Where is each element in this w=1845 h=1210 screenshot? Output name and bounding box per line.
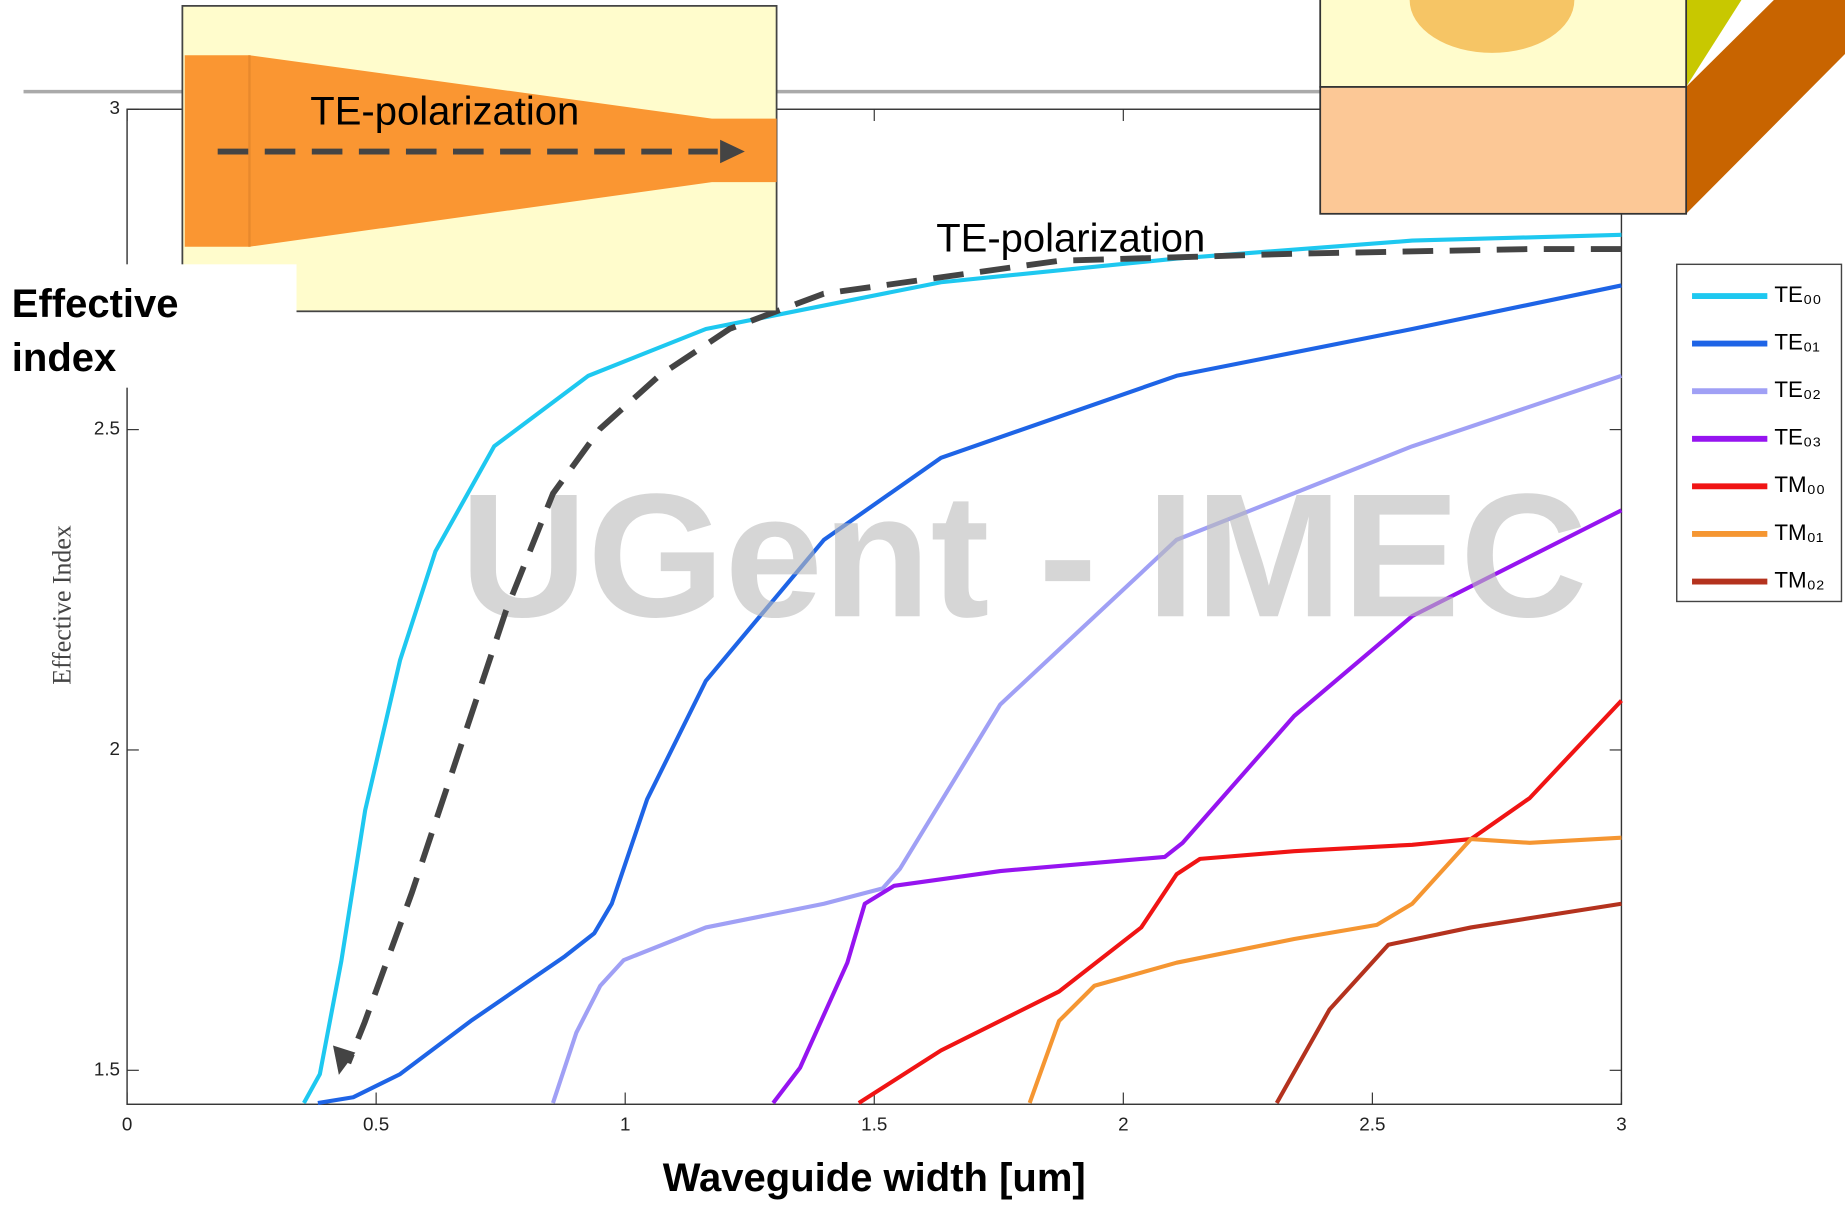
legend-label: TM₀₁ [1774,520,1823,545]
x-tick-label: 0 [122,1113,132,1134]
y-tick-label: 2.5 [94,418,120,439]
legend-label: TM₀₀ [1774,472,1825,497]
dashed-arrow [345,246,1622,1065]
x-tick-label: 3 [1616,1113,1626,1134]
annotation: TE-polarization [310,90,579,134]
legend-label: TE₀₁ [1774,330,1819,355]
box-bottom-layer [1319,86,1688,215]
inset-waveguide [1319,0,1845,215]
series-line [771,508,1623,1105]
series-line [551,373,1623,1104]
x-tick-label: 2 [1118,1113,1128,1134]
legend-label: TE₀₀ [1774,282,1821,307]
series-line [857,699,1623,1105]
arrow-head [720,139,745,164]
plot-area [126,108,1623,1106]
x-tick-label: 1 [620,1113,630,1134]
annotation: TE-polarization [936,216,1205,260]
y-axis-label: Effective Index [48,525,77,685]
x-tick-label: 1.5 [861,1113,887,1134]
box-side-top [1686,0,1742,87]
x-tick-label: 2.5 [1359,1113,1385,1134]
series-line [1027,835,1622,1104]
x-tick-label: 0.5 [363,1113,389,1134]
label-bg [0,264,297,388]
y-tick-label: 2 [110,738,120,759]
series-line [1274,901,1622,1104]
legend-label: TE₀₂ [1774,377,1821,402]
series-line [317,283,1622,1106]
label-box: Effective index [11,281,179,381]
series-line [302,232,1622,1104]
y-tick-label: 1.5 [94,1058,120,1079]
annotation: Effective index [11,281,179,381]
legend-label: TM₀₂ [1774,567,1824,592]
arrow-head [332,1045,356,1075]
inset-taper: TE-polarization [181,4,778,313]
box-side [1686,0,1845,214]
x-axis-label: Waveguide width [um] [663,1156,1086,1200]
legend [1676,263,1843,603]
legend-label: TE₀₃ [1774,425,1821,450]
y-tick-label: 3 [110,97,120,118]
watermark: UGent - IMEC [460,457,1588,654]
mode-spot [1409,0,1575,53]
